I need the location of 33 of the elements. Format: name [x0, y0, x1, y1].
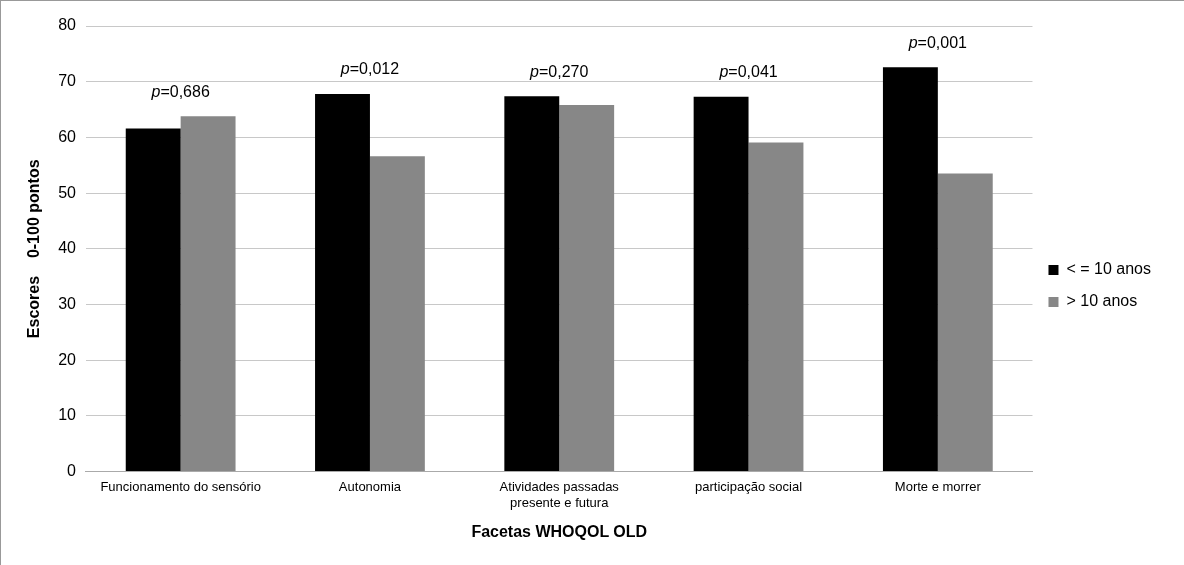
bar — [882, 67, 938, 472]
y-tick-label: 70 — [58, 72, 77, 90]
x-tick-label: Atividades passadas presente e futura — [499, 478, 620, 510]
bar — [504, 96, 560, 472]
y-tick-label: 0 — [67, 462, 77, 480]
x-tick-label: participação social — [695, 478, 803, 494]
y-axis-title: Escores 0-100 pontos — [25, 159, 43, 339]
annotation: p=0,012 — [339, 60, 400, 78]
x-tick-label: Funcionamento do sensório — [100, 478, 261, 494]
y-tick-label: 10 — [58, 406, 77, 424]
bar — [369, 156, 425, 472]
y-tick-label: 50 — [58, 183, 77, 201]
x-axis-title: Facetas WHOQOL OLD — [471, 522, 648, 540]
annotation: p=0,041 — [718, 63, 778, 81]
annotation: p=0,001 — [907, 33, 968, 51]
bar — [315, 93, 370, 472]
legend-label: < = 10 anos — [1066, 260, 1151, 278]
y-tick-label: 80 — [58, 16, 77, 34]
bar — [559, 105, 615, 472]
annotation: p=0,686 — [150, 82, 210, 100]
bar — [180, 116, 236, 472]
legend-label: > 10 anos — [1066, 292, 1138, 310]
x-tick-label: Autonomia — [338, 478, 402, 494]
y-tick-label: 20 — [58, 350, 77, 368]
bar — [748, 142, 804, 472]
y-tick-label: 60 — [58, 127, 77, 145]
y-tick-label: 30 — [58, 294, 77, 312]
y-tick-label: 40 — [58, 239, 77, 257]
annotation: p=0,270 — [529, 62, 589, 80]
x-tick-label: Morte e morrer — [894, 478, 982, 494]
bar — [693, 96, 749, 472]
bar — [937, 173, 993, 472]
bar — [125, 128, 181, 472]
